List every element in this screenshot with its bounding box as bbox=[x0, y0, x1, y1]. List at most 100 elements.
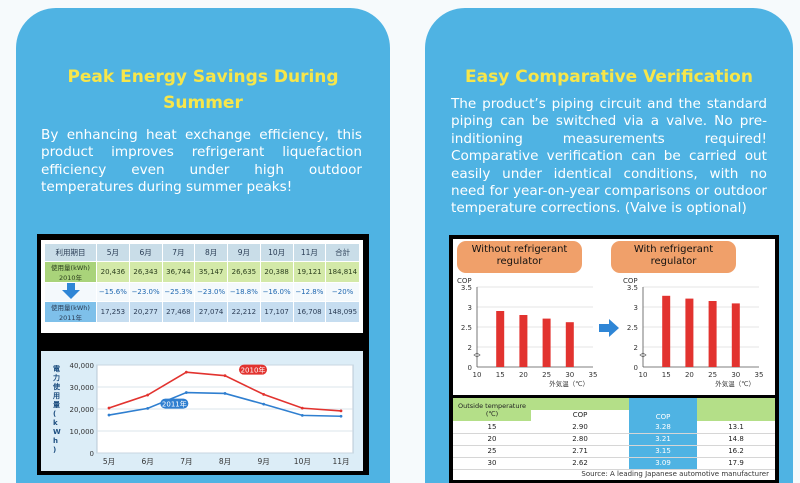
source-caption: Source: A leading Japanese automotive ma… bbox=[581, 470, 769, 478]
header-temperature: Outside temperature (℃) bbox=[453, 398, 531, 421]
x-tick-label: 20 bbox=[685, 371, 694, 379]
x-tick-label: 11月 bbox=[332, 457, 349, 466]
data-point bbox=[339, 414, 343, 418]
panel-title-line1: Peak Energy Savings During bbox=[67, 67, 339, 87]
table-cell: 22,212 bbox=[227, 301, 261, 323]
usage-table: 利用期目 5月 6月 7月 8月 9月 10月 11月 合計 使用量(kWh) … bbox=[44, 243, 360, 323]
table-cell: −16.0% bbox=[259, 282, 294, 302]
x-axis-label: 外気温（℃） bbox=[715, 379, 755, 388]
table-cell: 19,121 bbox=[292, 261, 327, 283]
y-tick-label: 40,000 bbox=[70, 362, 95, 370]
table-cell: 25 bbox=[453, 445, 531, 458]
x-tick-label: 10 bbox=[473, 371, 482, 379]
panel-body-text: By enhancing heat exchange efficiency, t… bbox=[41, 127, 362, 196]
table-header-cell: 10月 bbox=[259, 243, 294, 262]
y-tick-label: 0 bbox=[468, 364, 472, 372]
y-tick-label: 0 bbox=[634, 364, 638, 372]
table-row: 25 2.71 3.15 16.2 bbox=[453, 445, 775, 458]
y-tick-label: 2 bbox=[634, 344, 638, 352]
table-cell: 2.62 bbox=[531, 457, 629, 470]
header-cop-without: COP bbox=[531, 398, 629, 421]
table-cell: −23.0% bbox=[194, 282, 228, 302]
pill-without-regulator: Without refrigerant regulator bbox=[457, 241, 582, 273]
y-tick-label: 10,000 bbox=[70, 428, 95, 436]
data-point bbox=[262, 402, 266, 406]
table-cell: 20 bbox=[453, 433, 531, 446]
table-cell: 20,388 bbox=[259, 261, 294, 283]
data-point bbox=[300, 413, 304, 417]
data-point bbox=[262, 393, 266, 396]
bar bbox=[685, 298, 694, 367]
table-cell: 26,635 bbox=[227, 261, 261, 283]
table-cell: 184,814 bbox=[325, 261, 360, 283]
table-header-cell: 合計 bbox=[325, 243, 360, 262]
comparative-verification-panel: Easy Comparative Verification The produc… bbox=[425, 8, 793, 483]
panel-title-line2: Summer bbox=[163, 93, 243, 113]
y-tick-label: 0 bbox=[90, 450, 94, 458]
data-point bbox=[184, 370, 188, 374]
y-tick-label: 3 bbox=[634, 304, 638, 312]
table-row: 30 2.62 3.09 17.9 bbox=[453, 457, 775, 470]
table-cell: −25.3% bbox=[161, 282, 196, 302]
table-row-2011: 使用量(kWh) 2011年 17,253 20,277 27,468 27,0… bbox=[44, 301, 360, 323]
x-tick-label: 7月 bbox=[180, 457, 192, 466]
data-point bbox=[300, 406, 304, 410]
table-cell: 3.15 bbox=[629, 445, 697, 458]
y-tick-label: 2.5 bbox=[627, 324, 638, 332]
data-point bbox=[223, 392, 227, 395]
bar bbox=[731, 303, 740, 367]
data-point bbox=[339, 409, 343, 413]
table-row-2010: 使用量(kWh) 2010年 20,436 26,343 36,744 35,1… bbox=[44, 261, 360, 283]
down-arrow-icon bbox=[44, 282, 97, 302]
axis-break-icon bbox=[473, 352, 481, 358]
table-header-row: Outside temperature (℃) COP COP bbox=[453, 398, 775, 421]
series-label-bg bbox=[160, 398, 189, 409]
table-cell: 2.80 bbox=[531, 433, 629, 446]
x-tick-label: 10月 bbox=[294, 457, 311, 466]
table-cell: 27,468 bbox=[161, 301, 196, 323]
y-tick-label: 3.5 bbox=[461, 284, 472, 292]
x-tick-label: 15 bbox=[496, 371, 505, 379]
table-cell: 3.28 bbox=[629, 421, 697, 434]
x-tick-label: 8月 bbox=[219, 457, 231, 466]
y-tick-label: 3 bbox=[468, 304, 472, 312]
table-header-row: 利用期目 5月 6月 7月 8月 9月 10月 11月 合計 bbox=[44, 243, 360, 262]
x-tick-label: 9月 bbox=[258, 457, 270, 466]
data-point bbox=[146, 406, 150, 410]
table-header-cell: 利用期目 bbox=[44, 243, 97, 262]
table-row: 15 2.90 3.28 13.1 bbox=[453, 421, 775, 434]
panel-title: Easy Comparative Verification bbox=[465, 67, 753, 87]
header-cop-with: COP bbox=[629, 398, 697, 421]
x-tick-label: 20 bbox=[519, 371, 528, 379]
table-cell: −20% bbox=[325, 282, 360, 302]
table-cell: 17.9 bbox=[697, 457, 775, 470]
table-header-cell: 9月 bbox=[227, 243, 261, 262]
bar bbox=[519, 315, 528, 367]
y-tick-label: 2 bbox=[468, 344, 472, 352]
x-tick-label: 35 bbox=[755, 371, 764, 379]
table-cell: −18.8% bbox=[227, 282, 261, 302]
table-cell: 2.71 bbox=[531, 445, 629, 458]
row-label-2010: 使用量(kWh) 2010年 bbox=[44, 261, 97, 283]
table-header-cell: 6月 bbox=[128, 243, 163, 262]
series-label: 2011年 bbox=[162, 400, 187, 409]
table-cell: 3.09 bbox=[629, 457, 697, 470]
arrow-right-icon bbox=[599, 319, 619, 341]
bar bbox=[496, 311, 505, 367]
x-tick-label: 5月 bbox=[103, 457, 115, 466]
table-header-cell: 8月 bbox=[194, 243, 228, 262]
axis-break-icon bbox=[639, 352, 647, 358]
table-cell: 17,253 bbox=[96, 301, 130, 323]
table-cell: 148,095 bbox=[325, 301, 360, 323]
header-blank bbox=[697, 398, 775, 421]
pill-with-regulator: With refrigerant regulator bbox=[611, 241, 736, 273]
x-tick-label: 30 bbox=[731, 371, 740, 379]
table-cell: 2.90 bbox=[531, 421, 629, 434]
bar bbox=[565, 322, 574, 367]
x-tick-label: 10 bbox=[639, 371, 648, 379]
bar bbox=[662, 295, 671, 367]
table-cell: 27,074 bbox=[194, 301, 228, 323]
table-cell: 14.8 bbox=[697, 433, 775, 446]
